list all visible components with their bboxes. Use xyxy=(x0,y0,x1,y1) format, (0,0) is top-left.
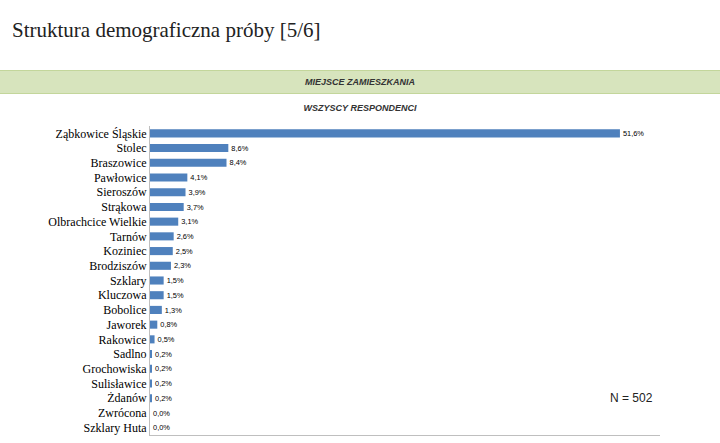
svg-text:Sadlno: Sadlno xyxy=(113,347,146,361)
svg-text:Żdanów: Żdanów xyxy=(107,391,147,405)
svg-text:0,0%: 0,0% xyxy=(153,423,170,432)
svg-text:0,2%: 0,2% xyxy=(155,350,172,359)
html-text:Struktura demograficzna próby: Struktura demograficzna próby [5/6] xyxy=(12,18,321,42)
svg-text:8,4%: 8,4% xyxy=(230,158,247,167)
svg-text:0,5%: 0,5% xyxy=(158,335,175,344)
svg-text:Grochowiska: Grochowiska xyxy=(83,362,148,376)
svg-text:1,5%: 1,5% xyxy=(167,291,184,300)
svg-text:1,3%: 1,3% xyxy=(165,306,182,315)
svg-text:2,5%: 2,5% xyxy=(176,247,193,256)
html-text:MIEJSCE ZAMIESZKANIA: MIEJSCE ZAMIESZKANIA xyxy=(305,77,415,87)
svg-text:Tarnów: Tarnów xyxy=(110,230,147,244)
svg-text:3,1%: 3,1% xyxy=(181,217,198,226)
svg-text:8,6%: 8,6% xyxy=(231,144,248,153)
svg-text:Brodziszów: Brodziszów xyxy=(89,259,147,273)
svg-text:2,6%: 2,6% xyxy=(177,232,194,241)
svg-text:Szklary: Szklary xyxy=(110,274,147,288)
svg-text:Bobolice: Bobolice xyxy=(103,303,146,317)
svg-text:Pawłowice: Pawłowice xyxy=(94,171,147,185)
svg-text:Ząbkowice Śląskie: Ząbkowice Śląskie xyxy=(56,127,147,141)
svg-text:Stolec: Stolec xyxy=(117,141,147,155)
svg-text:0,8%: 0,8% xyxy=(160,320,177,329)
svg-text:Kluczowa: Kluczowa xyxy=(98,288,147,302)
svg-text:3,7%: 3,7% xyxy=(187,203,204,212)
svg-text:3,9%: 3,9% xyxy=(189,188,206,197)
svg-text:Jaworek: Jaworek xyxy=(107,318,147,332)
svg-text:0,0%: 0,0% xyxy=(153,409,170,418)
svg-text:Koziniec: Koziniec xyxy=(103,244,146,258)
svg-text:0,2%: 0,2% xyxy=(155,379,172,388)
svg-text:2,3%: 2,3% xyxy=(174,261,191,270)
svg-text:Zwrócona: Zwrócona xyxy=(98,406,147,420)
svg-text:51,6%: 51,6% xyxy=(623,129,644,138)
svg-text:Sieroszów: Sieroszów xyxy=(97,185,147,199)
svg-text:Strąkowa: Strąkowa xyxy=(101,200,147,214)
svg-text:Braszowice: Braszowice xyxy=(91,156,147,170)
svg-text:N = 502: N = 502 xyxy=(610,391,653,405)
html-text:WSZYSCY RESPONDENCI: WSZYSCY RESPONDENCI xyxy=(303,103,417,113)
svg-text:Olbrachcice Wielkie: Olbrachcice Wielkie xyxy=(48,215,146,229)
svg-text:1,5%: 1,5% xyxy=(167,276,184,285)
svg-text:Rakowice: Rakowice xyxy=(99,333,147,347)
svg-text:Sulisławice: Sulisławice xyxy=(91,377,146,391)
svg-text:0,2%: 0,2% xyxy=(155,364,172,373)
svg-text:Szklary Huta: Szklary Huta xyxy=(84,421,148,435)
svg-text:0,2%: 0,2% xyxy=(155,394,172,403)
svg-text:4,1%: 4,1% xyxy=(190,173,207,182)
